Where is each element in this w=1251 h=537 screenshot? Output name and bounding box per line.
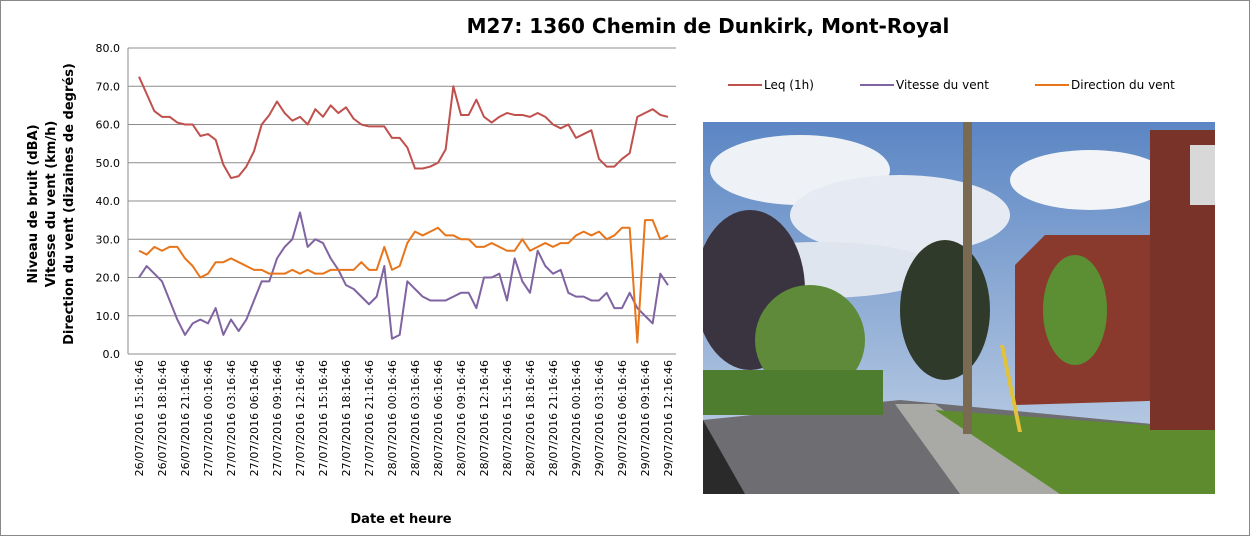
y-tick-label: 0.0 bbox=[103, 348, 121, 361]
x-tick-label: 28/07/2016 03:16:46 bbox=[409, 360, 422, 476]
x-tick-label: 27/07/2016 15:16:46 bbox=[317, 360, 330, 476]
x-tick-label: 27/07/2016 12:16:46 bbox=[294, 360, 307, 476]
legend-label: Vitesse du vent bbox=[896, 78, 989, 92]
x-tick-label: 27/07/2016 09:16:46 bbox=[271, 360, 284, 476]
x-tick-label: 28/07/2016 06:16:46 bbox=[432, 360, 445, 476]
chart-title: M27: 1360 Chemin de Dunkirk, Mont-Royal bbox=[467, 14, 950, 38]
y-axis-title-line: Niveau de bruit (dBA) bbox=[26, 124, 41, 283]
x-tick-label: 27/07/2016 03:16:46 bbox=[225, 360, 238, 476]
x-tick-label: 28/07/2016 21:16:46 bbox=[547, 360, 560, 476]
x-tick-label: 27/07/2016 06:16:46 bbox=[248, 360, 261, 476]
x-tick-label: 29/07/2016 00:16:46 bbox=[570, 360, 583, 476]
legend-label: Leq (1h) bbox=[764, 78, 814, 92]
x-tick-label: 26/07/2016 18:16:46 bbox=[156, 360, 169, 476]
chart: M27: 1360 Chemin de Dunkirk, Mont-Royal … bbox=[0, 0, 1251, 537]
x-tick-label: 28/07/2016 15:16:46 bbox=[501, 360, 514, 476]
x-tick-label: 29/07/2016 09:16:46 bbox=[639, 360, 652, 476]
photo bbox=[695, 122, 1215, 494]
y-axis-title-line: Direction du vent (dizaines de degrés) bbox=[62, 63, 77, 345]
x-tick-label: 29/07/2016 03:16:46 bbox=[593, 360, 606, 476]
x-tick-label: 27/07/2016 21:16:46 bbox=[363, 360, 376, 476]
x-tick-label: 27/07/2016 18:16:46 bbox=[340, 360, 353, 476]
x-tick-label: 28/07/2016 00:16:46 bbox=[386, 360, 399, 476]
x-tick-label: 26/07/2016 15:16:46 bbox=[133, 360, 146, 476]
x-tick-label: 28/07/2016 09:16:46 bbox=[455, 360, 468, 476]
legend-label: Direction du vent bbox=[1071, 78, 1175, 92]
y-tick-label: 30.0 bbox=[96, 233, 121, 246]
y-tick-label: 50.0 bbox=[96, 157, 121, 170]
x-axis-title: Date et heure bbox=[350, 512, 451, 527]
y-tick-label: 80.0 bbox=[96, 42, 121, 55]
y-tick-label: 20.0 bbox=[96, 272, 121, 285]
y-tick-label: 70.0 bbox=[96, 80, 121, 93]
x-tick-label: 26/07/2016 21:16:46 bbox=[179, 360, 192, 476]
y-axis-title-line: Vitesse du vent (km/h) bbox=[44, 121, 59, 288]
y-tick-label: 60.0 bbox=[96, 119, 121, 132]
x-tick-label: 27/07/2016 00:16:46 bbox=[202, 360, 215, 476]
x-tick-label: 29/07/2016 12:16:46 bbox=[662, 360, 675, 476]
x-tick-label: 29/07/2016 06:16:46 bbox=[616, 360, 629, 476]
x-tick-label: 28/07/2016 18:16:46 bbox=[524, 360, 537, 476]
x-tick-label: 28/07/2016 12:16:46 bbox=[478, 360, 491, 476]
y-tick-label: 10.0 bbox=[96, 310, 121, 323]
y-tick-label: 40.0 bbox=[96, 195, 121, 208]
page: M27: 1360 Chemin de Dunkirk, Mont-Royal … bbox=[0, 0, 1251, 537]
